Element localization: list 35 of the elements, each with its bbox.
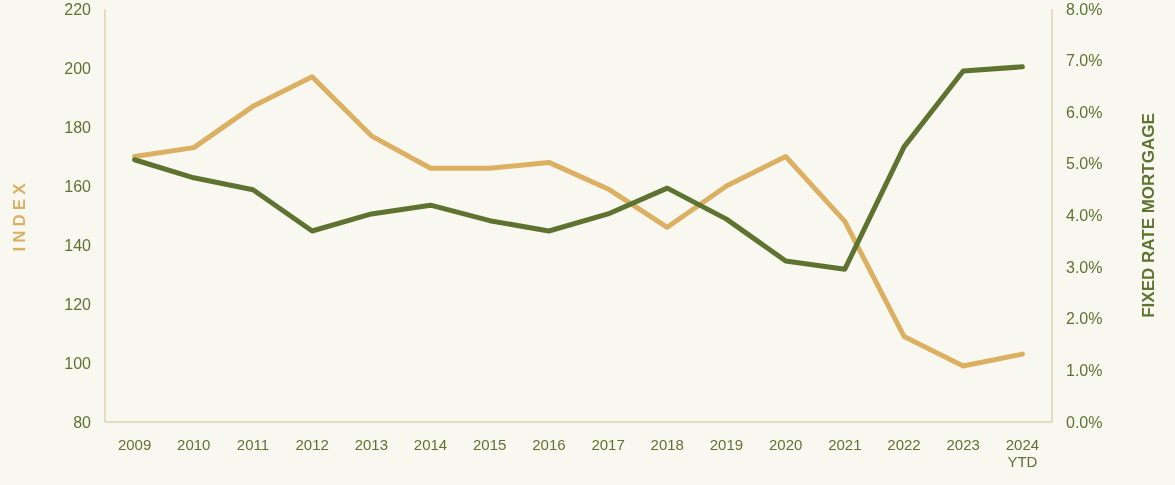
- y2-tick-label: 2.0%: [1066, 310, 1103, 328]
- x-tick-label: 2021: [828, 436, 862, 453]
- y-tick-label: 180: [64, 118, 92, 136]
- y-tick-label: 140: [64, 236, 92, 254]
- y-tick-label: 80: [73, 413, 92, 431]
- x-tick-label: 2009: [117, 436, 152, 453]
- y2-tick-label: 0.0%: [1066, 413, 1103, 431]
- x-tick-label: 2020: [768, 436, 803, 453]
- x-tick-label: 2016: [532, 436, 566, 453]
- y2-tick-label: 4.0%: [1066, 207, 1103, 225]
- x-tick-label: 2010: [177, 436, 211, 453]
- x-tick-label: 2019: [709, 436, 744, 453]
- y2-tick-label: 5.0%: [1066, 155, 1103, 173]
- y2-tick-label: 3.0%: [1066, 258, 1103, 276]
- y-tick-label: 100: [64, 354, 92, 372]
- x-tick-label: 2011: [236, 436, 270, 453]
- x-tick-label: 2023: [946, 436, 980, 453]
- x-tick-label: 2013: [354, 436, 389, 453]
- y2-axis-title: FIXED RATE MORTGAGE: [1139, 113, 1158, 318]
- y-axis-title: INDEX: [10, 179, 29, 252]
- y-tick-label: 220: [64, 0, 92, 18]
- y2-tick-label: 8.0%: [1066, 0, 1103, 18]
- y-tick-label: 200: [64, 59, 92, 77]
- x-tick-label: 2017: [591, 436, 625, 453]
- x-tick-label: 2018: [650, 436, 684, 453]
- x-tick-label: 2022: [887, 436, 921, 453]
- y2-tick-label: 6.0%: [1066, 103, 1103, 121]
- x-tick-label: 2012: [295, 436, 329, 453]
- y2-tick-label: 7.0%: [1066, 52, 1103, 70]
- y-tick-label: 160: [64, 177, 92, 195]
- x-tick-label: 2024 YTD: [1005, 436, 1040, 470]
- y-tick-label: 120: [64, 295, 92, 313]
- y2-tick-label: 1.0%: [1066, 361, 1103, 379]
- x-tick-label: 2015: [473, 436, 507, 453]
- x-tick-label: 2014: [413, 436, 448, 453]
